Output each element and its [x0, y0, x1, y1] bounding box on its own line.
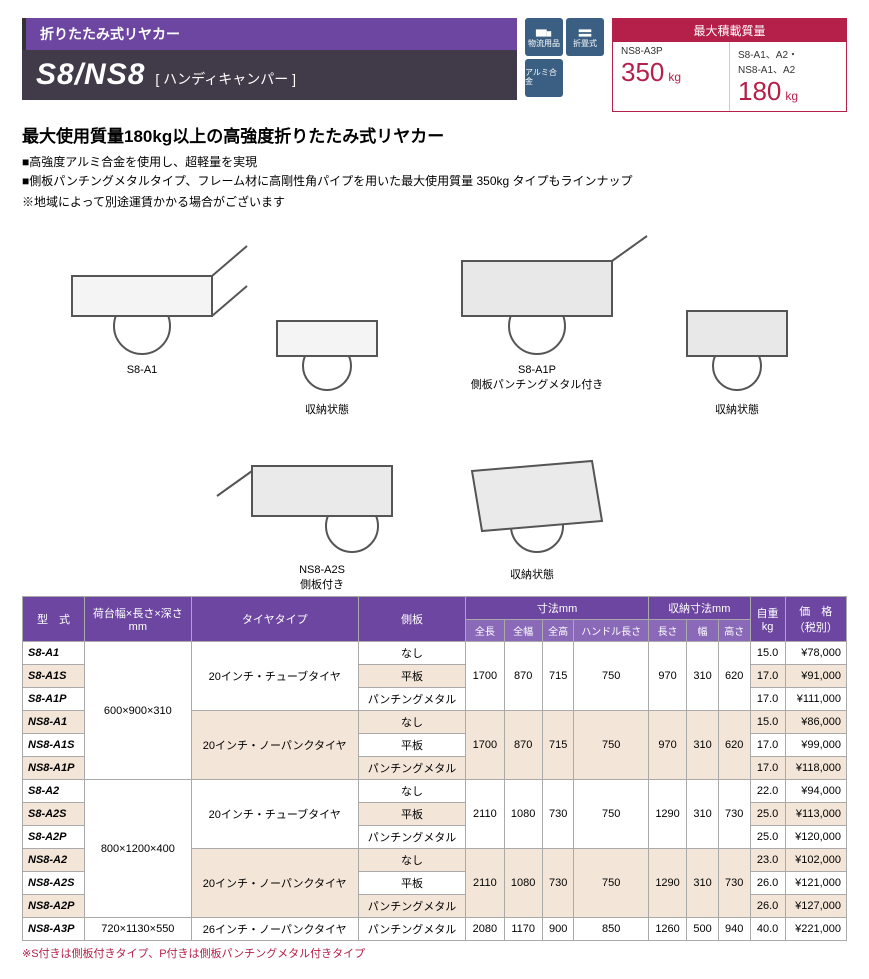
capacity-left: NS8-A3P 350kg [613, 42, 729, 111]
table-row: S8-A1600×900×31020インチ・チューブタイヤなし170087071… [23, 642, 847, 665]
bullet-2: ■側板パンチングメタルタイプ、フレーム材に高剛性角パイプを用いた最大使用質量 3… [22, 172, 847, 191]
lead-text: 最大使用質量180kg以上の高強度折りたたみ式リヤカー [22, 122, 847, 147]
model-bar: S8/NS8 [ ハンディキャンパー ] [22, 50, 517, 100]
cart-folded-icon [442, 431, 622, 561]
title-block: 折りたたみ式リヤカー S8/NS8 [ ハンディキャンパー ] [22, 18, 517, 112]
product-gallery: S8-A1 収納状態 S8-A1P 側板パンチングメタル付き 収納状態 NS8-… [22, 216, 847, 586]
badge-aluminum: アルミ合金 [525, 59, 563, 97]
badge-logistics: 物流用品 [525, 18, 563, 56]
model-code: S8/NS8 [36, 58, 145, 92]
capacity-right: S8-A1、A2・ NS8-A1、A2 180kg [729, 42, 846, 111]
cart-folded-icon [662, 281, 812, 396]
cart-panel-icon [422, 226, 652, 356]
region-note: ※地域によって別途運賃かかる場合がございます [22, 193, 847, 210]
badge-foldable: 折畳式 [566, 18, 604, 56]
category-ribbon: 折りたたみ式リヤカー [22, 18, 517, 50]
bullet-1: ■高強度アルミ合金を使用し、超軽量を実現 [22, 153, 847, 172]
cart-folded-icon [257, 286, 397, 396]
cart-icon [32, 226, 252, 356]
feature-badges: 物流用品 折畳式 アルミ合金 [525, 18, 604, 112]
spec-table: 型 式 荷台幅×長さ×深さ mm タイヤタイプ 側板 寸法mm 収納寸法mm 自… [22, 596, 847, 941]
cart-side-icon [212, 426, 432, 556]
capacity-title: 最大積載質量 [613, 19, 846, 42]
table-row: NS8-A3P720×1130×55026インチ・ノーパンクタイヤパンチングメタ… [23, 918, 847, 941]
model-subtitle: [ ハンディキャンパー ] [155, 69, 296, 89]
table-row: S8-A2800×1200×40020インチ・チューブタイヤなし21101080… [23, 780, 847, 803]
capacity-box: 最大積載質量 NS8-A3P 350kg S8-A1、A2・ NS8-A1、A2… [612, 18, 847, 112]
table-footnote: ※S付きは側板付きタイプ、P付きは側板パンチングメタル付きタイプ [22, 945, 847, 961]
